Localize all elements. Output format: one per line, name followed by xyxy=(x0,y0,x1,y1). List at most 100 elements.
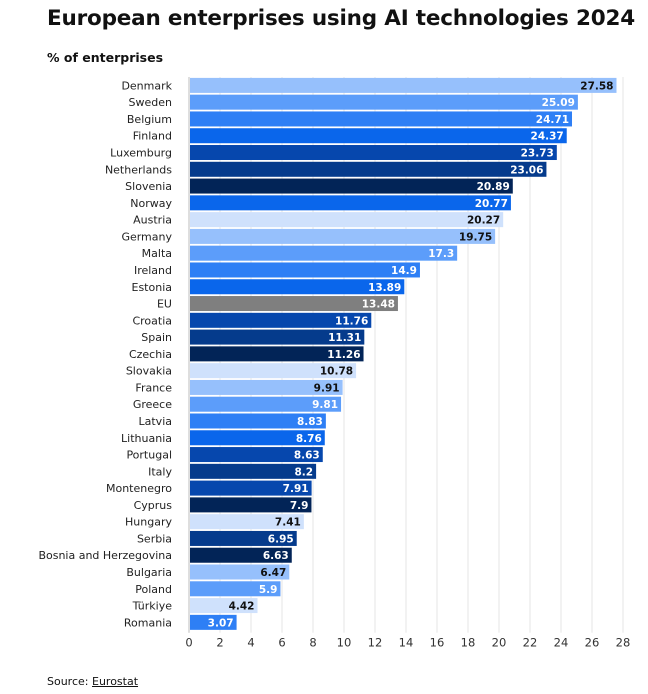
category-label: Montenegro xyxy=(106,482,172,495)
category-label: Cyprus xyxy=(134,499,173,512)
bar xyxy=(190,413,326,429)
source-link[interactable]: Eurostat xyxy=(92,675,139,688)
bar xyxy=(190,463,317,479)
bar xyxy=(190,564,290,580)
value-label: 25.09 xyxy=(542,97,575,109)
bar xyxy=(190,296,398,312)
value-label: 7.41 xyxy=(275,517,301,529)
x-tick-label: 2 xyxy=(216,636,223,650)
category-label: Estonia xyxy=(132,281,173,294)
bar xyxy=(190,480,312,496)
value-label: 14.9 xyxy=(391,265,417,277)
value-label: 9.91 xyxy=(314,382,340,394)
bar xyxy=(190,228,496,244)
category-label: Italy xyxy=(148,465,172,478)
category-label: Germany xyxy=(121,230,172,243)
value-label: 5.9 xyxy=(259,584,278,596)
bar xyxy=(190,497,312,513)
x-tick-label: 0 xyxy=(185,636,192,650)
bar xyxy=(190,195,511,211)
x-tick-label: 12 xyxy=(368,636,383,650)
category-label: Romania xyxy=(124,616,172,629)
bar xyxy=(190,530,297,546)
category-label: Spain xyxy=(141,331,172,344)
value-label: 17.3 xyxy=(428,248,454,260)
bar xyxy=(190,111,573,127)
value-label: 11.76 xyxy=(335,315,368,327)
x-tick-label: 20 xyxy=(492,636,507,650)
category-label: Türkiye xyxy=(132,600,173,613)
value-label: 6.63 xyxy=(263,550,289,562)
value-label: 13.48 xyxy=(362,299,395,311)
category-label: Hungary xyxy=(125,516,172,529)
value-label: 7.91 xyxy=(283,483,309,495)
bar xyxy=(190,430,325,446)
category-label: Malta xyxy=(142,247,172,260)
value-label: 20.89 xyxy=(477,181,510,193)
value-label: 20.77 xyxy=(475,198,508,210)
bar xyxy=(190,279,405,295)
value-label: 27.58 xyxy=(580,80,613,92)
value-label: 24.37 xyxy=(531,131,564,143)
category-label: Lithuania xyxy=(121,432,172,445)
x-tick-label: 28 xyxy=(616,636,631,650)
value-label: 11.26 xyxy=(327,349,360,361)
x-tick-label: 26 xyxy=(585,636,600,650)
category-label: Netherlands xyxy=(105,163,172,176)
category-label: Bulgaria xyxy=(126,566,172,579)
value-label: 10.78 xyxy=(320,366,353,378)
category-label: Denmark xyxy=(121,79,172,92)
category-label: Finland xyxy=(133,130,172,143)
x-tick-label: 16 xyxy=(430,636,445,650)
x-tick-label: 22 xyxy=(523,636,538,650)
bar xyxy=(190,396,342,412)
category-label: Norway xyxy=(130,197,172,210)
value-label: 23.73 xyxy=(521,148,554,160)
category-label: Austria xyxy=(133,214,172,227)
value-label: 20.27 xyxy=(467,215,500,227)
bar xyxy=(190,363,357,379)
category-label: EU xyxy=(157,298,172,311)
source-note: Source: Eurostat xyxy=(47,675,138,688)
category-label: Latvia xyxy=(139,415,173,428)
chart-subtitle: % of enterprises xyxy=(47,50,164,65)
category-label: Croatia xyxy=(132,314,172,327)
bar xyxy=(190,145,557,161)
bar xyxy=(190,212,504,228)
category-label: Slovenia xyxy=(125,180,172,193)
value-label: 8.63 xyxy=(294,450,320,462)
category-label: Portugal xyxy=(126,449,172,462)
category-label: Ireland xyxy=(134,264,172,277)
value-label: 19.75 xyxy=(459,231,492,243)
category-label: Czechia xyxy=(129,348,172,361)
category-label: Luxemburg xyxy=(110,147,172,160)
bar xyxy=(190,614,237,630)
bar xyxy=(190,178,513,194)
category-label: Bosnia and Herzegovina xyxy=(38,549,172,562)
bar xyxy=(190,312,372,328)
value-label: 8.76 xyxy=(296,433,322,445)
source-label: Source: xyxy=(47,675,89,688)
value-label: 3.07 xyxy=(208,617,234,629)
value-label: 8.83 xyxy=(297,416,323,428)
bar xyxy=(190,128,567,144)
bar xyxy=(190,581,281,597)
bar xyxy=(190,329,365,345)
bar xyxy=(190,447,323,463)
value-label: 8.2 xyxy=(294,466,313,478)
bar xyxy=(190,598,258,614)
x-tick-label: 8 xyxy=(309,636,316,650)
value-label: 9.81 xyxy=(312,399,338,411)
category-label: France xyxy=(135,381,172,394)
category-label: Slovakia xyxy=(126,365,172,378)
bar xyxy=(190,547,292,563)
value-label: 24.71 xyxy=(536,114,569,126)
value-label: 13.89 xyxy=(368,282,401,294)
x-tick-label: 24 xyxy=(554,636,569,650)
value-label: 23.06 xyxy=(510,164,543,176)
category-label: Belgium xyxy=(127,113,172,126)
bar xyxy=(190,346,364,362)
bar xyxy=(190,161,547,177)
bar xyxy=(190,94,578,110)
bar xyxy=(190,262,420,278)
